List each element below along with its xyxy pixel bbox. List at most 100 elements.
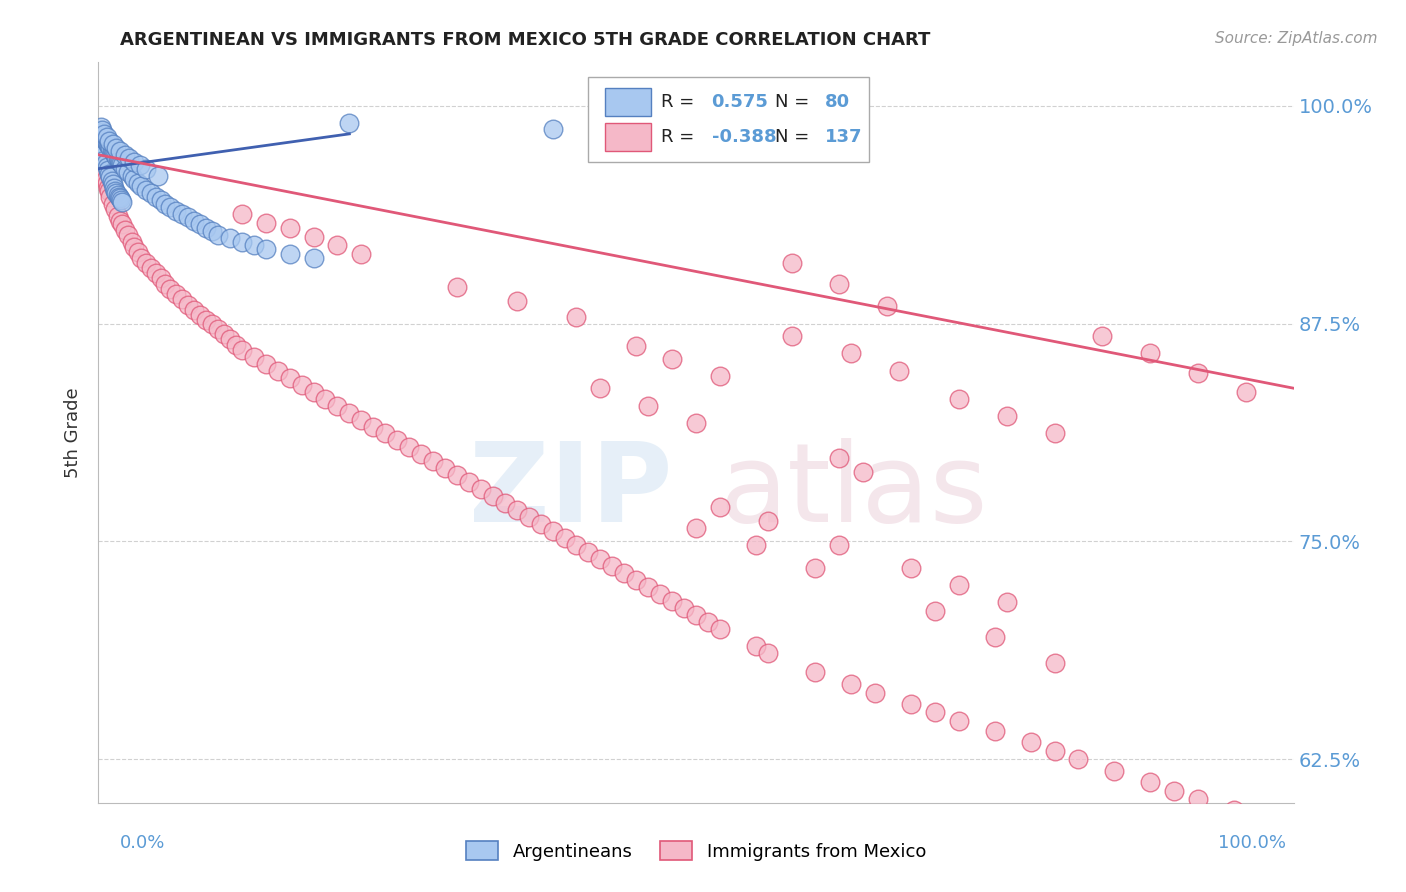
Point [107,209,129,223]
Point [984,724,1007,739]
Point [124,172,146,186]
Point [127,176,149,190]
Point [363,419,385,434]
Point [841,677,863,691]
Point [91,145,114,159]
FancyBboxPatch shape [589,78,869,162]
Point [411,447,433,461]
Point [155,196,177,211]
Point [201,317,224,331]
Point [530,517,553,532]
Point [94,172,117,186]
Point [91,163,114,178]
Point [1223,803,1246,817]
Point [165,287,187,301]
Point [350,247,373,261]
Point [96,160,118,174]
Point [948,578,970,592]
Point [446,280,468,294]
Point [101,137,124,152]
Point [114,161,136,176]
Point [326,399,349,413]
Point [188,308,211,322]
Point [90,143,112,157]
Point [995,595,1018,609]
FancyBboxPatch shape [605,123,651,152]
Y-axis label: 5th Grade: 5th Grade [65,387,83,478]
Point [685,607,707,622]
Text: N =: N = [775,93,815,111]
Point [97,137,120,152]
Point [637,399,659,413]
Point [91,160,114,174]
Point [852,465,875,479]
Text: 100.0%: 100.0% [1219,834,1286,852]
Point [1043,743,1066,757]
Point [159,282,181,296]
Point [1187,366,1209,380]
Point [114,148,136,162]
Point [117,227,139,242]
Point [101,145,124,159]
Text: R =: R = [661,128,700,146]
Point [589,552,612,566]
Point [589,381,612,395]
Text: ZIP: ZIP [468,438,672,545]
Point [108,191,131,205]
Point [780,256,803,270]
Point [841,346,863,360]
Point [243,350,266,364]
Point [780,329,803,343]
Point [219,231,242,245]
Point [105,149,128,163]
Point [434,461,457,475]
Point [98,139,121,153]
Point [183,302,205,317]
Point [350,412,373,426]
Point [149,193,172,207]
Point [124,240,146,254]
Point [756,646,779,660]
Point [195,313,218,327]
Point [1187,792,1209,806]
Point [661,351,683,366]
Text: ARGENTINEAN VS IMMIGRANTS FROM MEXICO 5TH GRADE CORRELATION CHART: ARGENTINEAN VS IMMIGRANTS FROM MEXICO 5T… [120,31,929,49]
Point [745,538,768,552]
Point [111,194,134,209]
Point [129,158,152,172]
Point [697,615,720,629]
Point [100,174,122,188]
Point [195,221,218,235]
Point [828,450,851,465]
Point [541,121,564,136]
Point [1234,384,1257,399]
Point [104,148,127,162]
Point [243,238,266,252]
Point [118,151,141,165]
Point [924,604,946,618]
Point [103,181,125,195]
Point [131,179,153,194]
Point [107,189,129,203]
Point [177,211,200,225]
Point [97,163,120,178]
Point [554,531,576,545]
Point [470,482,492,496]
Point [613,566,636,580]
Point [93,169,115,183]
Point [100,143,122,157]
Point [172,293,194,307]
Point [804,665,827,680]
Text: -0.388: -0.388 [711,128,776,146]
Point [121,235,143,249]
Point [110,193,132,207]
Text: R =: R = [661,93,700,111]
Point [98,189,122,203]
Point [104,185,127,199]
Point [685,416,707,430]
Point [135,161,157,176]
Point [101,196,124,211]
Point [385,434,409,448]
Point [96,130,118,145]
Point [745,639,768,653]
